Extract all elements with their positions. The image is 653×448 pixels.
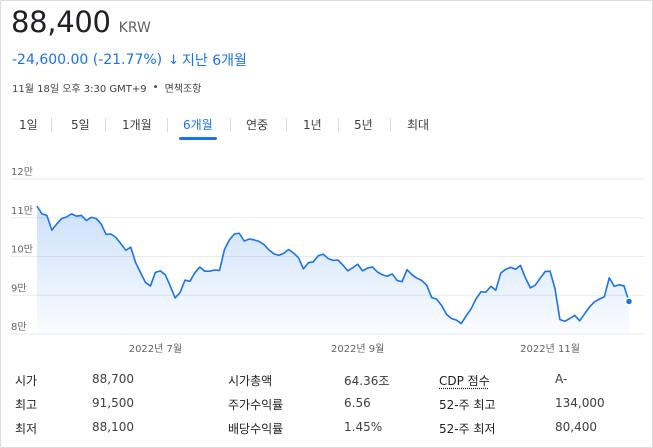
stat-value-market-cap: 64.36조 — [344, 372, 389, 389]
tab-1y[interactable]: 1년 — [303, 115, 322, 143]
x-tick-label: 2022년 11월 — [520, 343, 580, 355]
tab-5y[interactable]: 5년 — [354, 115, 373, 143]
range-tabs: 1일 5일 1개월 6개월 연중 1년 5년 최대 — [1, 115, 653, 145]
y-tick-label: 8만 — [11, 321, 27, 333]
y-tick-label: 9만 — [11, 282, 27, 294]
tab-label: 연중 — [246, 118, 268, 132]
tab-1m[interactable]: 1개월 — [122, 115, 152, 143]
price-chart[interactable]: 12만 11만 10만 9만 8만 2022년 7월 2022년 9월 2022년 11월 — [1, 161, 653, 361]
tab-divider — [230, 118, 231, 132]
tab-label: 1개월 — [122, 118, 152, 132]
stat-value-high: 91,500 — [92, 396, 134, 410]
tab-label: 5일 — [71, 118, 90, 132]
stat-value-pe-ratio: 6.56 — [344, 396, 371, 410]
stat-label-pe-ratio: 주가수익률 — [228, 396, 283, 413]
stats-row: 시가 88,700 시가총액 64.36조 CDP 점수 A- — [1, 372, 653, 394]
stat-value-52w-high: 134,000 — [555, 396, 605, 410]
tab-divider — [338, 118, 339, 132]
tab-label: 5년 — [354, 118, 373, 132]
stat-label-52w-low: 52-주 최저 — [439, 420, 496, 437]
stat-label-open: 시가 — [15, 372, 37, 389]
price-change: -24,600.00 (-21.77%) ↓ 지난 6개월 — [12, 50, 247, 70]
stat-value-cdp-score: A- — [555, 372, 567, 386]
arrow-down-icon: ↓ — [168, 53, 179, 68]
tab-6m[interactable]: 6개월 — [183, 115, 213, 143]
stat-label-dividend-yield: 배당수익률 — [228, 420, 283, 437]
tab-5d[interactable]: 5일 — [71, 115, 90, 143]
current-price: 88,400 — [11, 5, 111, 39]
tab-ytd[interactable]: 연중 — [246, 115, 268, 143]
tab-divider — [286, 118, 287, 132]
stat-value-low: 88,100 — [92, 420, 134, 434]
active-tab-indicator — [179, 137, 217, 140]
stat-label-market-cap: 시가총액 — [228, 372, 272, 389]
tab-1d[interactable]: 1일 — [19, 115, 38, 143]
y-tick-label: 10만 — [11, 244, 33, 256]
currency-code: KRW — [119, 20, 151, 36]
y-tick-label: 11만 — [11, 205, 33, 217]
tab-divider — [390, 118, 391, 132]
change-value: -24,600.00 (-21.77%) — [12, 52, 162, 68]
stat-label-high: 최고 — [15, 396, 37, 413]
tab-divider — [51, 118, 52, 132]
tab-label: 최대 — [407, 118, 429, 132]
stats-row: 최저 88,100 배당수익률 1.45% 52-주 최저 80,400 — [1, 420, 653, 442]
stat-label-cdp-score[interactable]: CDP 점수 — [439, 372, 490, 389]
price-area — [37, 206, 629, 334]
tab-max[interactable]: 최대 — [407, 115, 429, 143]
stat-label-low: 최저 — [15, 420, 37, 437]
stat-value-dividend-yield: 1.45% — [344, 420, 382, 434]
last-price-point — [626, 298, 633, 305]
y-tick-label: 12만 — [11, 166, 33, 178]
timestamp: 11월 18일 오후 3:30 GMT+9 — [12, 80, 147, 95]
tab-label: 1년 — [303, 118, 322, 132]
quote-meta: 11월 18일 오후 3:30 GMT+9 • 면책조항 — [12, 80, 201, 95]
price-header: 88,400 KRW — [11, 5, 151, 39]
stat-label-52w-high: 52-주 최고 — [439, 396, 496, 413]
disclaimer-link[interactable]: 면책조항 — [165, 80, 202, 95]
change-period: 지난 6개월 — [182, 50, 247, 70]
tab-label: 1일 — [19, 118, 38, 132]
stats-row: 최고 91,500 주가수익률 6.56 52-주 최고 134,000 — [1, 396, 653, 418]
tab-divider — [105, 118, 106, 132]
x-tick-label: 2022년 7월 — [129, 343, 182, 355]
tab-label: 6개월 — [183, 118, 213, 132]
x-tick-label: 2022년 9월 — [331, 343, 384, 355]
tab-divider — [167, 118, 168, 132]
stat-value-52w-low: 80,400 — [555, 420, 597, 434]
stat-value-open: 88,700 — [92, 372, 134, 386]
separator-dot: • — [153, 82, 159, 93]
